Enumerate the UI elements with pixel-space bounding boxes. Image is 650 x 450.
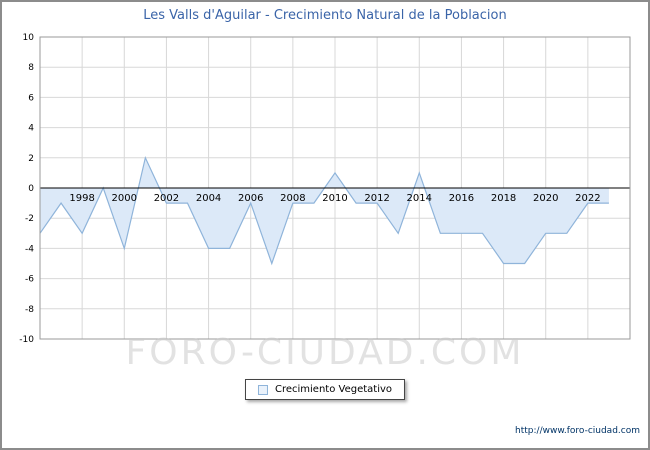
footer-url[interactable]: http://www.foro-ciudad.com (515, 426, 640, 436)
y-tick-label: 4 (28, 124, 34, 134)
x-tick-label: 2012 (364, 193, 389, 204)
plot-border (39, 36, 631, 340)
y-tick-label: -4 (25, 244, 34, 254)
x-tick-label: 2004 (196, 193, 221, 204)
x-tick-label: 2014 (407, 193, 432, 204)
x-tick-label: 2022 (575, 193, 600, 204)
legend-box: Crecimiento Vegetativo (244, 379, 406, 400)
y-tick-label: -10 (19, 335, 34, 345)
x-tick-label: 2018 (491, 193, 516, 204)
area-fill (40, 157, 609, 264)
y-tick-label: -2 (25, 214, 34, 224)
x-tick-label: 1998 (69, 193, 94, 204)
x-tick-label: 2010 (322, 193, 347, 204)
x-tick-label: 2002 (154, 193, 179, 204)
y-tick-label: 8 (28, 63, 34, 73)
x-tick-label: 2020 (533, 193, 558, 204)
y-tick-label: 10 (23, 33, 35, 43)
y-tick-label: 2 (28, 154, 34, 164)
x-tick-label: 2000 (112, 193, 137, 204)
legend-label: Crecimiento Vegetativo (274, 384, 393, 395)
y-tick-label: -6 (25, 275, 34, 285)
x-tick-label: 2006 (238, 193, 263, 204)
x-tick-label: 2008 (280, 193, 305, 204)
x-tick-label: 2016 (449, 193, 474, 204)
y-tick-label: 0 (28, 184, 34, 194)
y-tick-label: 6 (28, 93, 34, 103)
legend-marker-icon (257, 384, 268, 395)
chart-title: Les Valls d'Aguilar - Crecimiento Natura… (143, 8, 507, 23)
y-tick-label: -8 (25, 305, 34, 315)
